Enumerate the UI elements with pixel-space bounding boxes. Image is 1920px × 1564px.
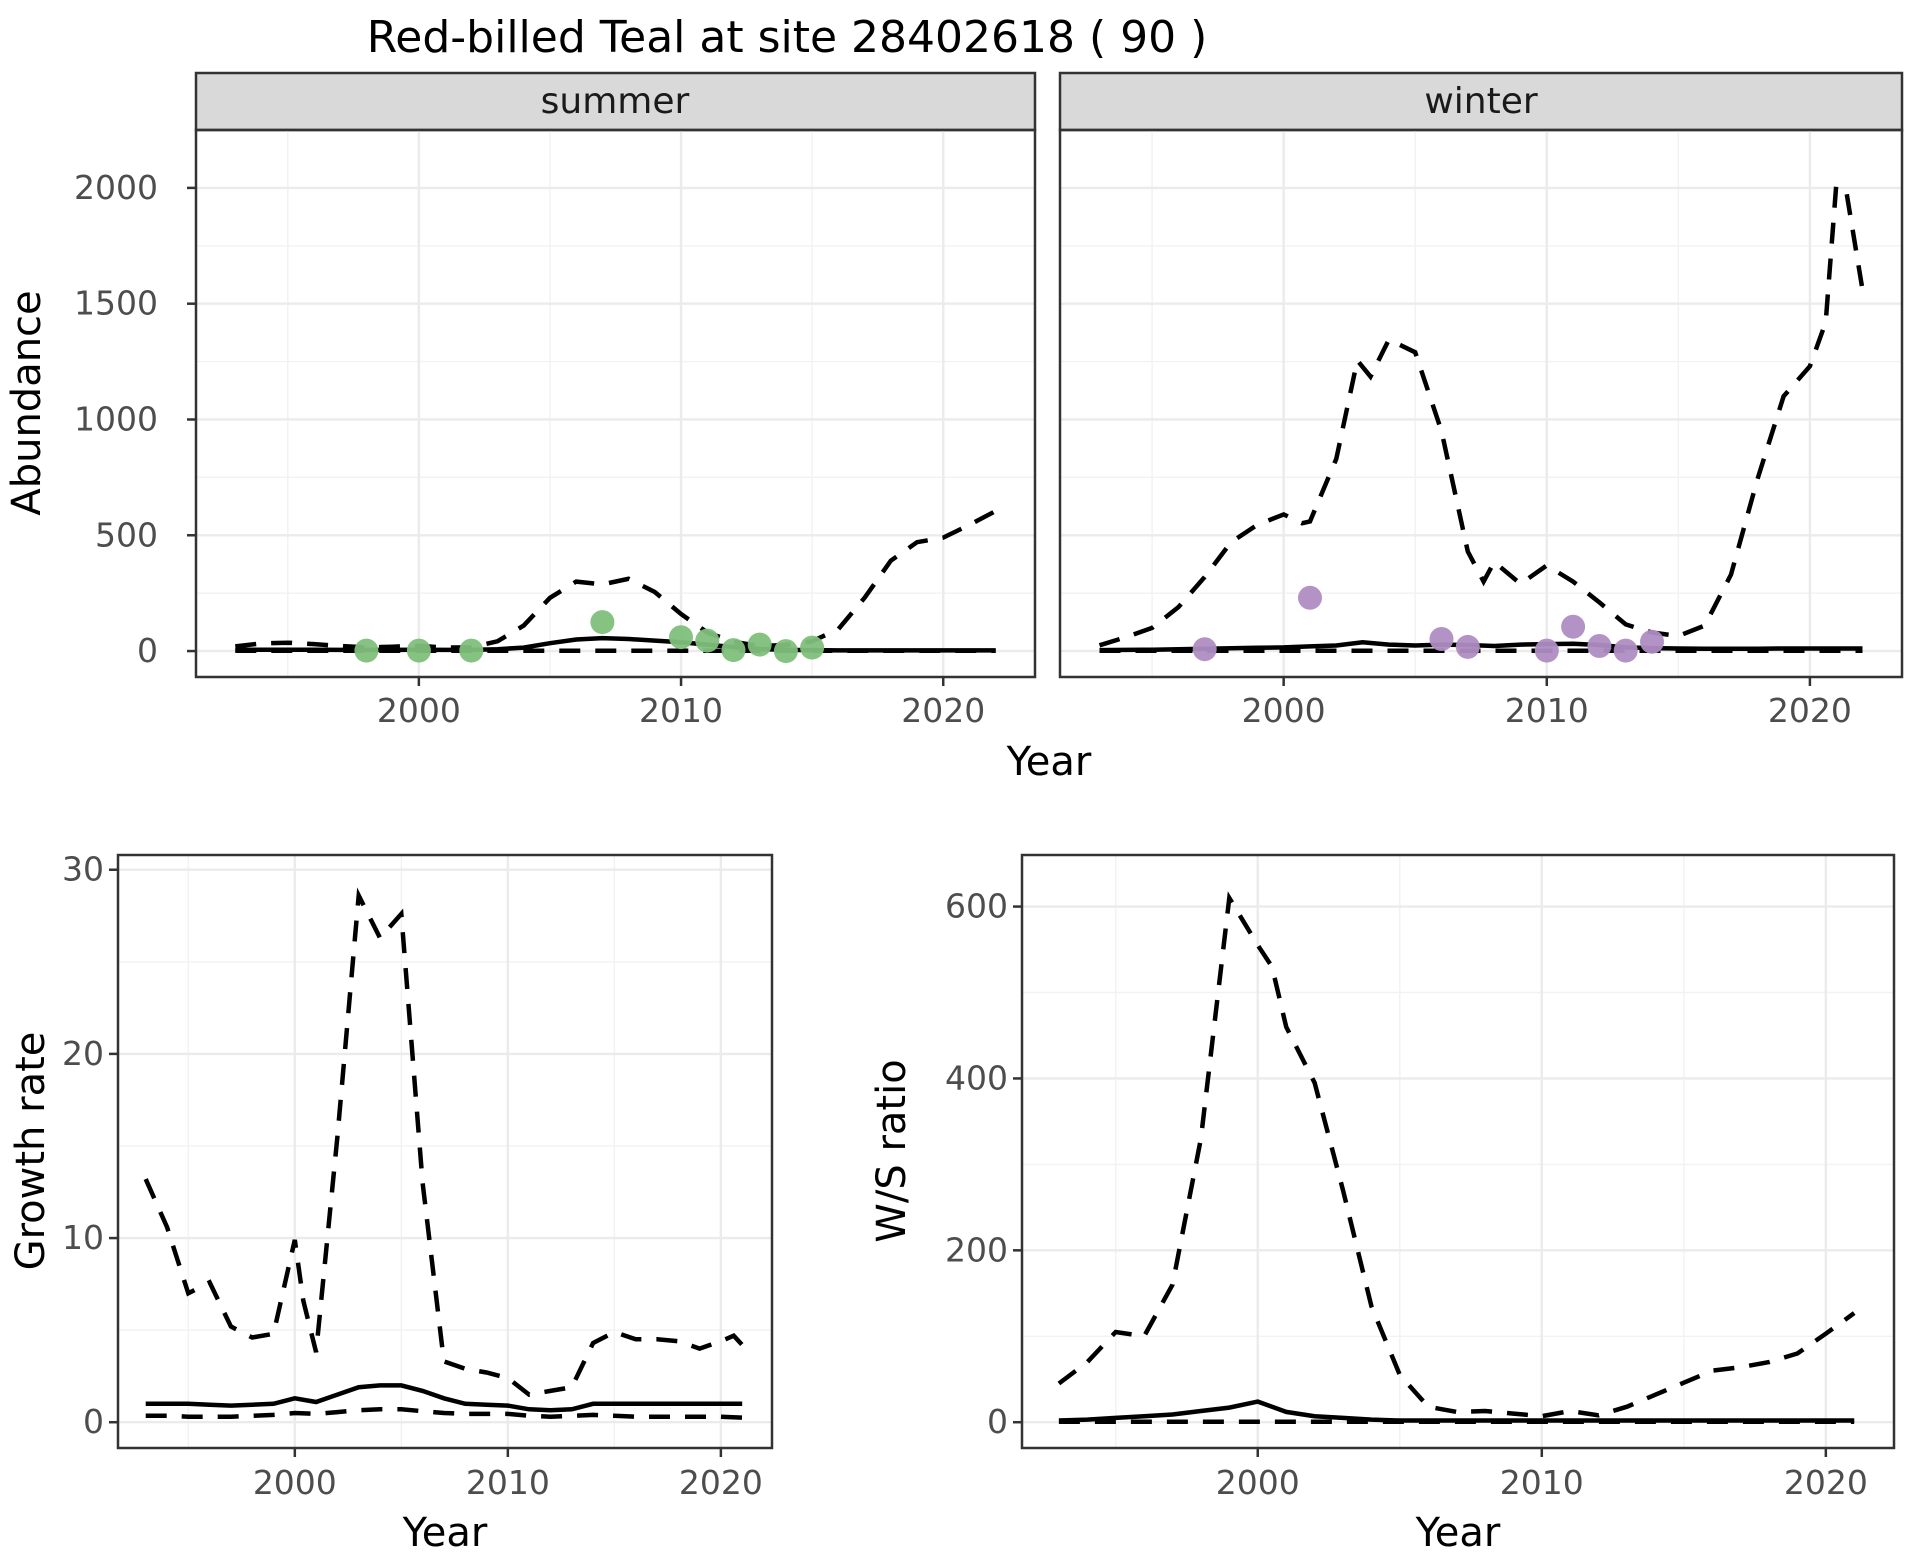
y-tick-label: 200	[945, 1230, 1008, 1269]
ws-year-axis-title: Year	[1415, 1510, 1501, 1556]
growth-year-axis-title: Year	[402, 1510, 488, 1556]
data-point-observed_counts	[669, 625, 693, 650]
x-tick-label: 2020	[1784, 1463, 1868, 1502]
y-tick-label: 600	[945, 887, 1008, 926]
data-point-observed_counts	[1561, 614, 1586, 639]
data-point-observed_counts	[1640, 629, 1664, 654]
x-tick-label: 2000	[1242, 691, 1326, 730]
x-tick-label: 2010	[466, 1463, 550, 1502]
y-tick-label: 400	[945, 1058, 1008, 1097]
x-tick-label: 2010	[639, 691, 723, 730]
facet-strip-summer-label: summer	[541, 81, 690, 122]
facet-strip-winter	[1058, 71, 1904, 132]
y-tick-label: 2000	[74, 168, 158, 207]
panel-ws-ratio: 0 200 400 600 2000 2010 2020	[945, 853, 1896, 1502]
growth-rate-axis-title: Growth rate	[8, 1032, 54, 1271]
y-tick-label: 500	[95, 515, 158, 554]
facet-strip-winter-label: winter	[1424, 81, 1538, 122]
data-point-observed_counts	[1587, 634, 1612, 658]
x-tick-label: 2020	[901, 691, 985, 730]
data-point-observed_counts	[773, 639, 798, 664]
top-year-axis-title: Year	[1006, 739, 1092, 785]
panel-abundance-summer: 0 500 1000 1500 2000 2000 2010 2020	[74, 128, 1037, 730]
series-line-upper_ci	[143, 887, 744, 1397]
series-group-growth-rate	[143, 887, 744, 1420]
page-title: Red-billed Teal at site 28402618 ( 90 )	[367, 12, 1208, 63]
y-tick-label: 20	[62, 1034, 104, 1073]
data-point-observed_counts	[721, 638, 746, 663]
x-tick-label: 2020	[1768, 691, 1852, 730]
panel-growth-rate: 0 10 20 30 2000 2010 2020	[62, 850, 774, 1502]
y-tick-label: 0	[83, 1402, 104, 1441]
data-point-observed_counts	[1429, 627, 1454, 651]
series-group-ws-ratio	[1057, 891, 1856, 1425]
series-group-abundance-summer	[235, 509, 997, 664]
y-tick-label: 1000	[74, 399, 158, 438]
panel-border	[1058, 128, 1904, 679]
panel-border	[1020, 853, 1896, 1450]
data-point-observed_counts	[1613, 638, 1638, 663]
facet-strip-summer	[194, 71, 1037, 132]
series-line-mean	[145, 1383, 743, 1413]
panel-border	[194, 128, 1037, 679]
series-group-abundance-winter	[1098, 181, 1865, 663]
series-line-mean	[1058, 1399, 1855, 1423]
y-tick-label: 0	[137, 631, 158, 670]
y-tick-label: 10	[62, 1218, 104, 1257]
data-point-observed_counts	[406, 638, 431, 663]
data-point-observed_counts	[695, 628, 720, 653]
abundance-axis-title: Abundance	[4, 290, 50, 515]
data-point-observed_counts	[1298, 585, 1322, 610]
data-point-observed_counts	[800, 635, 825, 660]
x-tick-label: 2000	[253, 1463, 337, 1502]
x-tick-label: 2010	[1500, 1463, 1584, 1502]
data-point-observed_counts	[1534, 638, 1559, 663]
x-tick-label: 2000	[1216, 1463, 1300, 1502]
data-point-observed_counts	[747, 632, 772, 657]
data-point-observed_counts	[590, 610, 615, 635]
panel-border	[116, 853, 774, 1450]
series-line-upper_ci	[235, 509, 997, 650]
series-line-upper_ci	[1057, 891, 1856, 1419]
x-tick-label: 2000	[377, 691, 461, 730]
y-tick-label: 30	[62, 850, 104, 889]
ws-ratio-axis-title: W/S ratio	[869, 1059, 915, 1242]
data-point-observed_counts	[1455, 634, 1480, 659]
data-point-observed_counts	[1192, 637, 1217, 662]
series-line-upper_ci	[1098, 181, 1865, 648]
y-tick-label: 0	[987, 1402, 1008, 1441]
data-point-observed_counts	[459, 638, 484, 663]
y-tick-label: 1500	[74, 284, 158, 323]
panel-abundance-winter: 2000 2010 2020	[1058, 128, 1904, 730]
series-line-lower_ci	[145, 1407, 743, 1420]
data-point-observed_counts	[354, 638, 379, 663]
x-tick-label: 2020	[679, 1463, 763, 1502]
series-line-mean	[1099, 640, 1863, 653]
x-tick-label: 2010	[1505, 691, 1589, 730]
